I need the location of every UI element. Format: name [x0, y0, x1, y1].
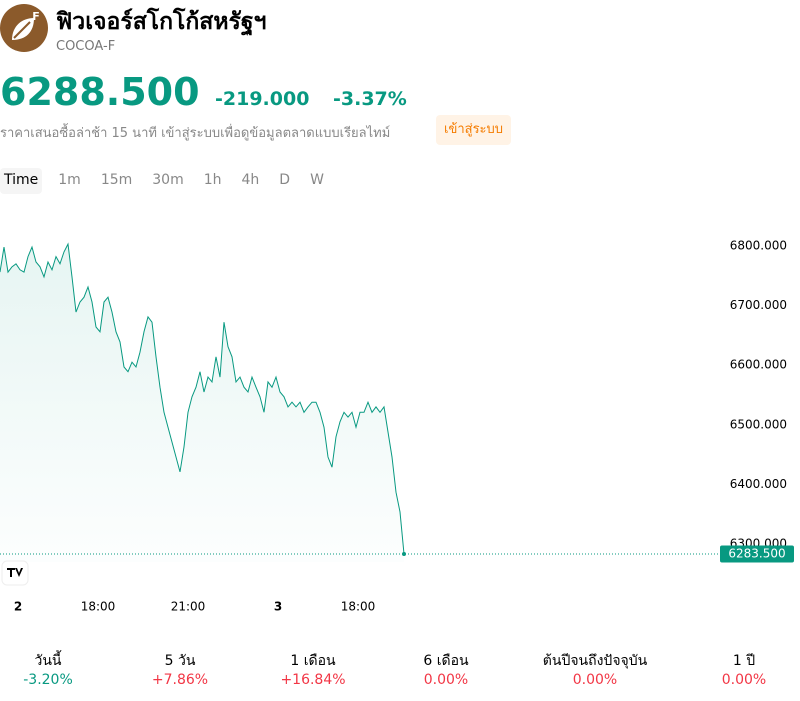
x-tick-label: 18:00: [81, 600, 116, 614]
period-label: 5 วัน: [164, 653, 196, 669]
price-line: [0, 242, 405, 554]
period-value: 0.00%: [423, 672, 469, 688]
y-tick-label: 6800.000: [730, 238, 787, 252]
last-point: [402, 551, 406, 556]
timeframe-tab[interactable]: 30m: [152, 172, 184, 188]
price: 6288.500: [0, 70, 200, 114]
current-price-label: 6283.500: [728, 546, 785, 560]
period-value: -3.20%: [23, 672, 73, 688]
x-tick-label: 21:00: [171, 600, 206, 614]
logo-letter: F: [32, 10, 40, 23]
y-tick-label: 6700.000: [730, 298, 787, 312]
x-tick-label: 3: [274, 600, 282, 614]
timeframe-tab[interactable]: D: [279, 172, 291, 188]
timeframe-tabs: Time 1m 15m 30m 1h 4h D W: [0, 168, 334, 194]
tv-badge: [1, 560, 29, 586]
y-tick-label: 6500.000: [730, 417, 787, 431]
timeframe-tab[interactable]: 1m: [58, 172, 81, 188]
tv-logo: [7, 568, 23, 577]
change: -219.000: [215, 88, 310, 110]
change-pct: -3.37%: [333, 88, 407, 110]
timeframe-tab[interactable]: 4h: [241, 172, 260, 188]
title: ฟิวเจอร์สโกโก้สหรัฐฯ: [56, 9, 267, 35]
performance: วันนี้ -3.20% 5 วัน +7.86% 1 เดือน +16.84% 6 เ…: [0, 648, 800, 698]
period-label: 1 ปี: [732, 653, 756, 669]
symbol: COCOA-F: [56, 39, 116, 54]
timeframe-tab[interactable]: 15m: [100, 172, 133, 188]
y-tick-label: 6600.000: [730, 358, 787, 372]
period-label: 1 เดือน: [290, 653, 336, 669]
notice: ราคาเสนอซื้อล่าช้า 15 นาที เข้าสู่ระบบเพ…: [0, 126, 391, 141]
timeframe-tab[interactable]: W: [310, 172, 324, 188]
login-button[interactable]: เข้าสู่ระบบ: [436, 115, 512, 145]
period-value: 0.00%: [572, 672, 618, 688]
period-label: 6 เดือน: [423, 653, 469, 669]
y-tick-label: 6400.000: [730, 477, 787, 491]
x-tick-label: 2: [14, 600, 22, 614]
period-value: +16.84%: [280, 672, 346, 688]
period-value: +7.86%: [151, 672, 209, 688]
period-label: ต้นปีจนถึงปัจจุบัน: [542, 653, 648, 669]
area: [0, 244, 404, 562]
timeframe-tab[interactable]: Time: [0, 168, 43, 194]
period-label: วันนี้: [34, 653, 62, 669]
period-value: 0.00%: [721, 672, 767, 688]
timeframe-tab[interactable]: 1h: [203, 172, 222, 188]
current-price-box: [720, 545, 794, 563]
x-tick-label: 18:00: [341, 600, 376, 614]
logo: F: [0, 4, 48, 52]
